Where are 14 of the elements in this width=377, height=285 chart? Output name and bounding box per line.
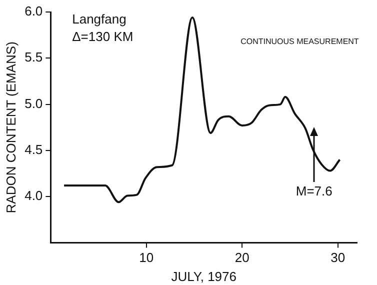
annotation: Langfang: [72, 12, 126, 27]
y-tick-label: 6.0: [24, 4, 43, 19]
annotation: CONTINUOUS MEASUREMENT: [240, 37, 359, 46]
x-tick-label: 30: [330, 250, 346, 266]
annotation: M=7.6: [296, 184, 332, 199]
y-tick-label: 5.0: [24, 96, 43, 111]
annotation: Δ=130 KM: [72, 28, 134, 44]
y-tick-label: 4.0: [24, 188, 43, 204]
x-tick-label: 20: [234, 250, 250, 266]
y-tick-label: 4.5: [24, 142, 43, 158]
y-tick-label: 5.5: [24, 50, 43, 65]
y-axis-title: RADON CONTENT (EMANS): [3, 42, 18, 214]
x-tick-label: 10: [139, 250, 154, 266]
x-axis-title: JULY, 1976: [171, 268, 236, 284]
